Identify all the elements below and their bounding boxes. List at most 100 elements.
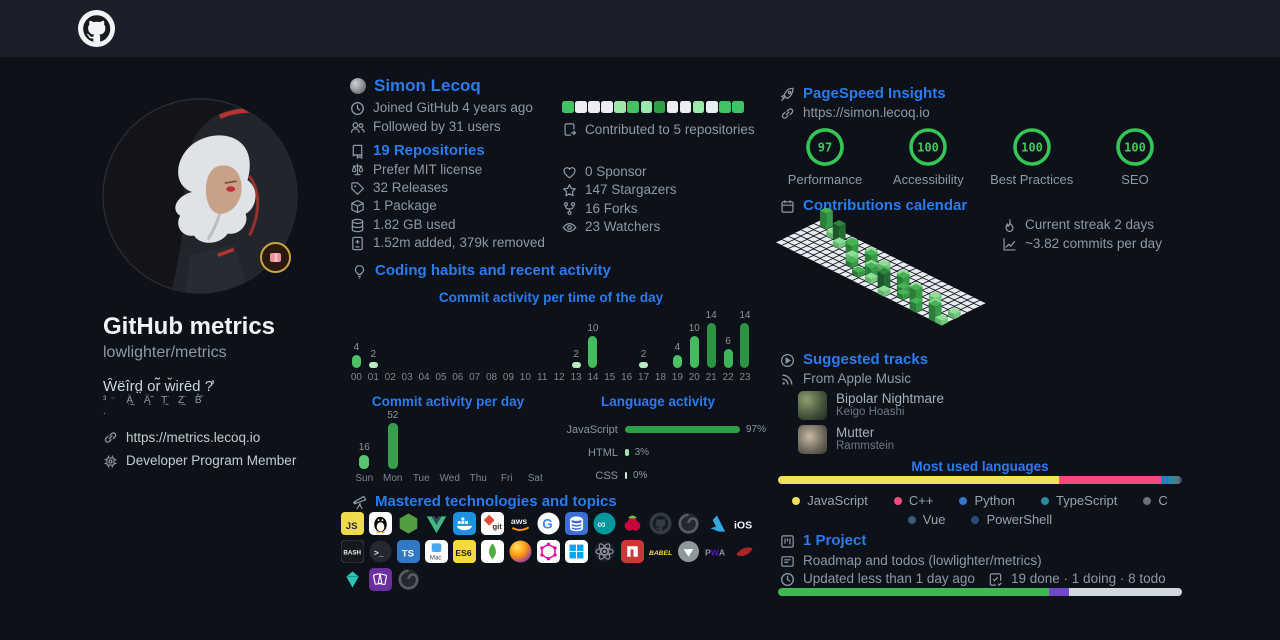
contributed-label: Contributed to 5 repositories [585, 121, 755, 137]
bar-value-label [507, 355, 510, 366]
iso-face [935, 317, 942, 326]
chart-column: Wed [436, 456, 465, 484]
project-icon [781, 534, 794, 548]
contribution-square [575, 101, 587, 113]
chart-bar [368, 361, 378, 368]
forks-label: 16 Forks [585, 200, 638, 216]
language-label: CSS [595, 469, 618, 482]
tasklist-icon [989, 572, 1002, 586]
iso-face [974, 300, 986, 306]
iso-face [807, 243, 820, 249]
iso-face [916, 300, 923, 313]
chart-column: 14 21 [703, 310, 720, 383]
iso-face [948, 287, 961, 293]
calendar-heading: Contributions calendar [780, 197, 967, 215]
project-title[interactable]: 1 Project [803, 532, 867, 549]
legend-dot [971, 515, 980, 524]
progress-segment [1048, 588, 1069, 596]
tech-heading: Mastered technologies and topics [352, 493, 617, 511]
stargazers-row: 147 Stargazers [562, 181, 772, 199]
tech-mongodb-icon [481, 540, 504, 563]
svg-text:git: git [493, 522, 503, 531]
svg-text:BABEL: BABEL [649, 550, 672, 557]
legend-label: C++ [908, 493, 934, 508]
track-item[interactable]: Mutter Rammstein [798, 422, 1158, 456]
chart-column: 15 [601, 355, 618, 383]
iso-face [865, 284, 877, 290]
habits-title[interactable]: Coding habits and recent activity [375, 262, 611, 279]
pagespeed-url[interactable]: https://simon.lecoq.io [803, 105, 930, 120]
github-logo-icon[interactable] [78, 10, 115, 47]
bar-value-label: 6 [725, 335, 731, 347]
iso-face [903, 291, 910, 300]
language-label: HTML [588, 446, 618, 459]
iso-face [826, 210, 833, 230]
chart-column: 16 [618, 355, 635, 383]
svg-text:G: G [542, 516, 552, 531]
tech-row: JS git aws G ∞ iOS [341, 512, 771, 535]
iso-face [795, 236, 807, 242]
svg-text:JS: JS [346, 521, 358, 532]
chart-column: 4 19 [669, 342, 686, 383]
project-heading: 1 Project [780, 532, 866, 550]
chart-bar [359, 454, 370, 469]
contribution-square [640, 101, 653, 113]
law-icon [351, 163, 364, 176]
gauge-label: Performance [787, 172, 863, 187]
habits-heading: Coding habits and recent activity [352, 262, 611, 280]
profile-badge [260, 242, 291, 273]
legend-item: JavaScript [792, 493, 868, 508]
legend-dot [792, 496, 801, 505]
axis-tick-label: 22 [722, 372, 734, 383]
bar-value-label [473, 355, 476, 366]
tech-git-icon: git [481, 512, 504, 535]
iso-face [928, 303, 936, 323]
music-title[interactable]: Suggested tracks [803, 351, 929, 368]
contribution-squares [562, 101, 772, 113]
iso-face [961, 300, 973, 306]
language-percent: 3% [634, 447, 650, 458]
axis-tick-label: 18 [654, 372, 667, 383]
day-activity-chart: 16 Sun 52 Mon Tue Wed Thu Fri Sat [350, 410, 550, 484]
legend-label: Vue [922, 512, 946, 527]
chart-bar [723, 348, 733, 368]
bar-value-label: 4 [353, 342, 360, 354]
axis-tick-label: 04 [418, 372, 430, 383]
clock-icon [781, 572, 794, 586]
iso-face [928, 291, 942, 299]
user-name[interactable]: Simon Lecoq [374, 76, 481, 95]
bar-value-label: 14 [705, 310, 717, 322]
svg-text:PWA: PWA [705, 547, 725, 557]
project-name-row: Roadmap and todos (lowlighter/metrics) [780, 552, 1042, 570]
packages-row: 1 Package [350, 197, 562, 215]
language-segment-python [1160, 476, 1170, 484]
pagespeed-title[interactable]: PageSpeed Insights [803, 85, 946, 102]
repositories-link[interactable]: 19 Repositories [373, 142, 485, 160]
axis-tick-label: 16 [621, 372, 633, 383]
iso-face [942, 297, 954, 303]
chart-column: 07 [466, 355, 483, 383]
axis-tick-label: 14 [587, 372, 599, 383]
bar-value-label [440, 355, 443, 366]
axis-tick-label: 02 [384, 372, 396, 383]
iso-face [814, 227, 826, 233]
graph-icon [1003, 237, 1016, 251]
track-item[interactable]: Bipolar Nightmare Keigo Hoashi [798, 388, 1158, 422]
tech-title[interactable]: Mastered technologies and topics [375, 493, 617, 510]
database-icon [351, 218, 364, 232]
axis-tick-label: Sun [355, 473, 374, 484]
repo-slug: lowlighter/metrics [103, 343, 227, 361]
iso-face [948, 294, 961, 300]
legend-item: C++ [893, 493, 934, 508]
website-link[interactable]: https://metrics.lecoq.io [126, 429, 261, 445]
watchers-row: 23 Watchers [562, 218, 772, 236]
chart-column: 08 [483, 355, 500, 383]
fork-icon [563, 202, 576, 216]
bar-value-label [625, 355, 628, 366]
calendar-title[interactable]: Contributions calendar [803, 197, 968, 214]
svg-text:BASH: BASH [343, 549, 361, 556]
track-list: Bipolar Nightmare Keigo Hoashi Mutter Ramms… [798, 388, 1158, 456]
legend-dot [1143, 496, 1152, 505]
diff-label: 1.52m added, 379k removed [373, 235, 545, 251]
axis-tick-label: Tue [412, 473, 430, 484]
